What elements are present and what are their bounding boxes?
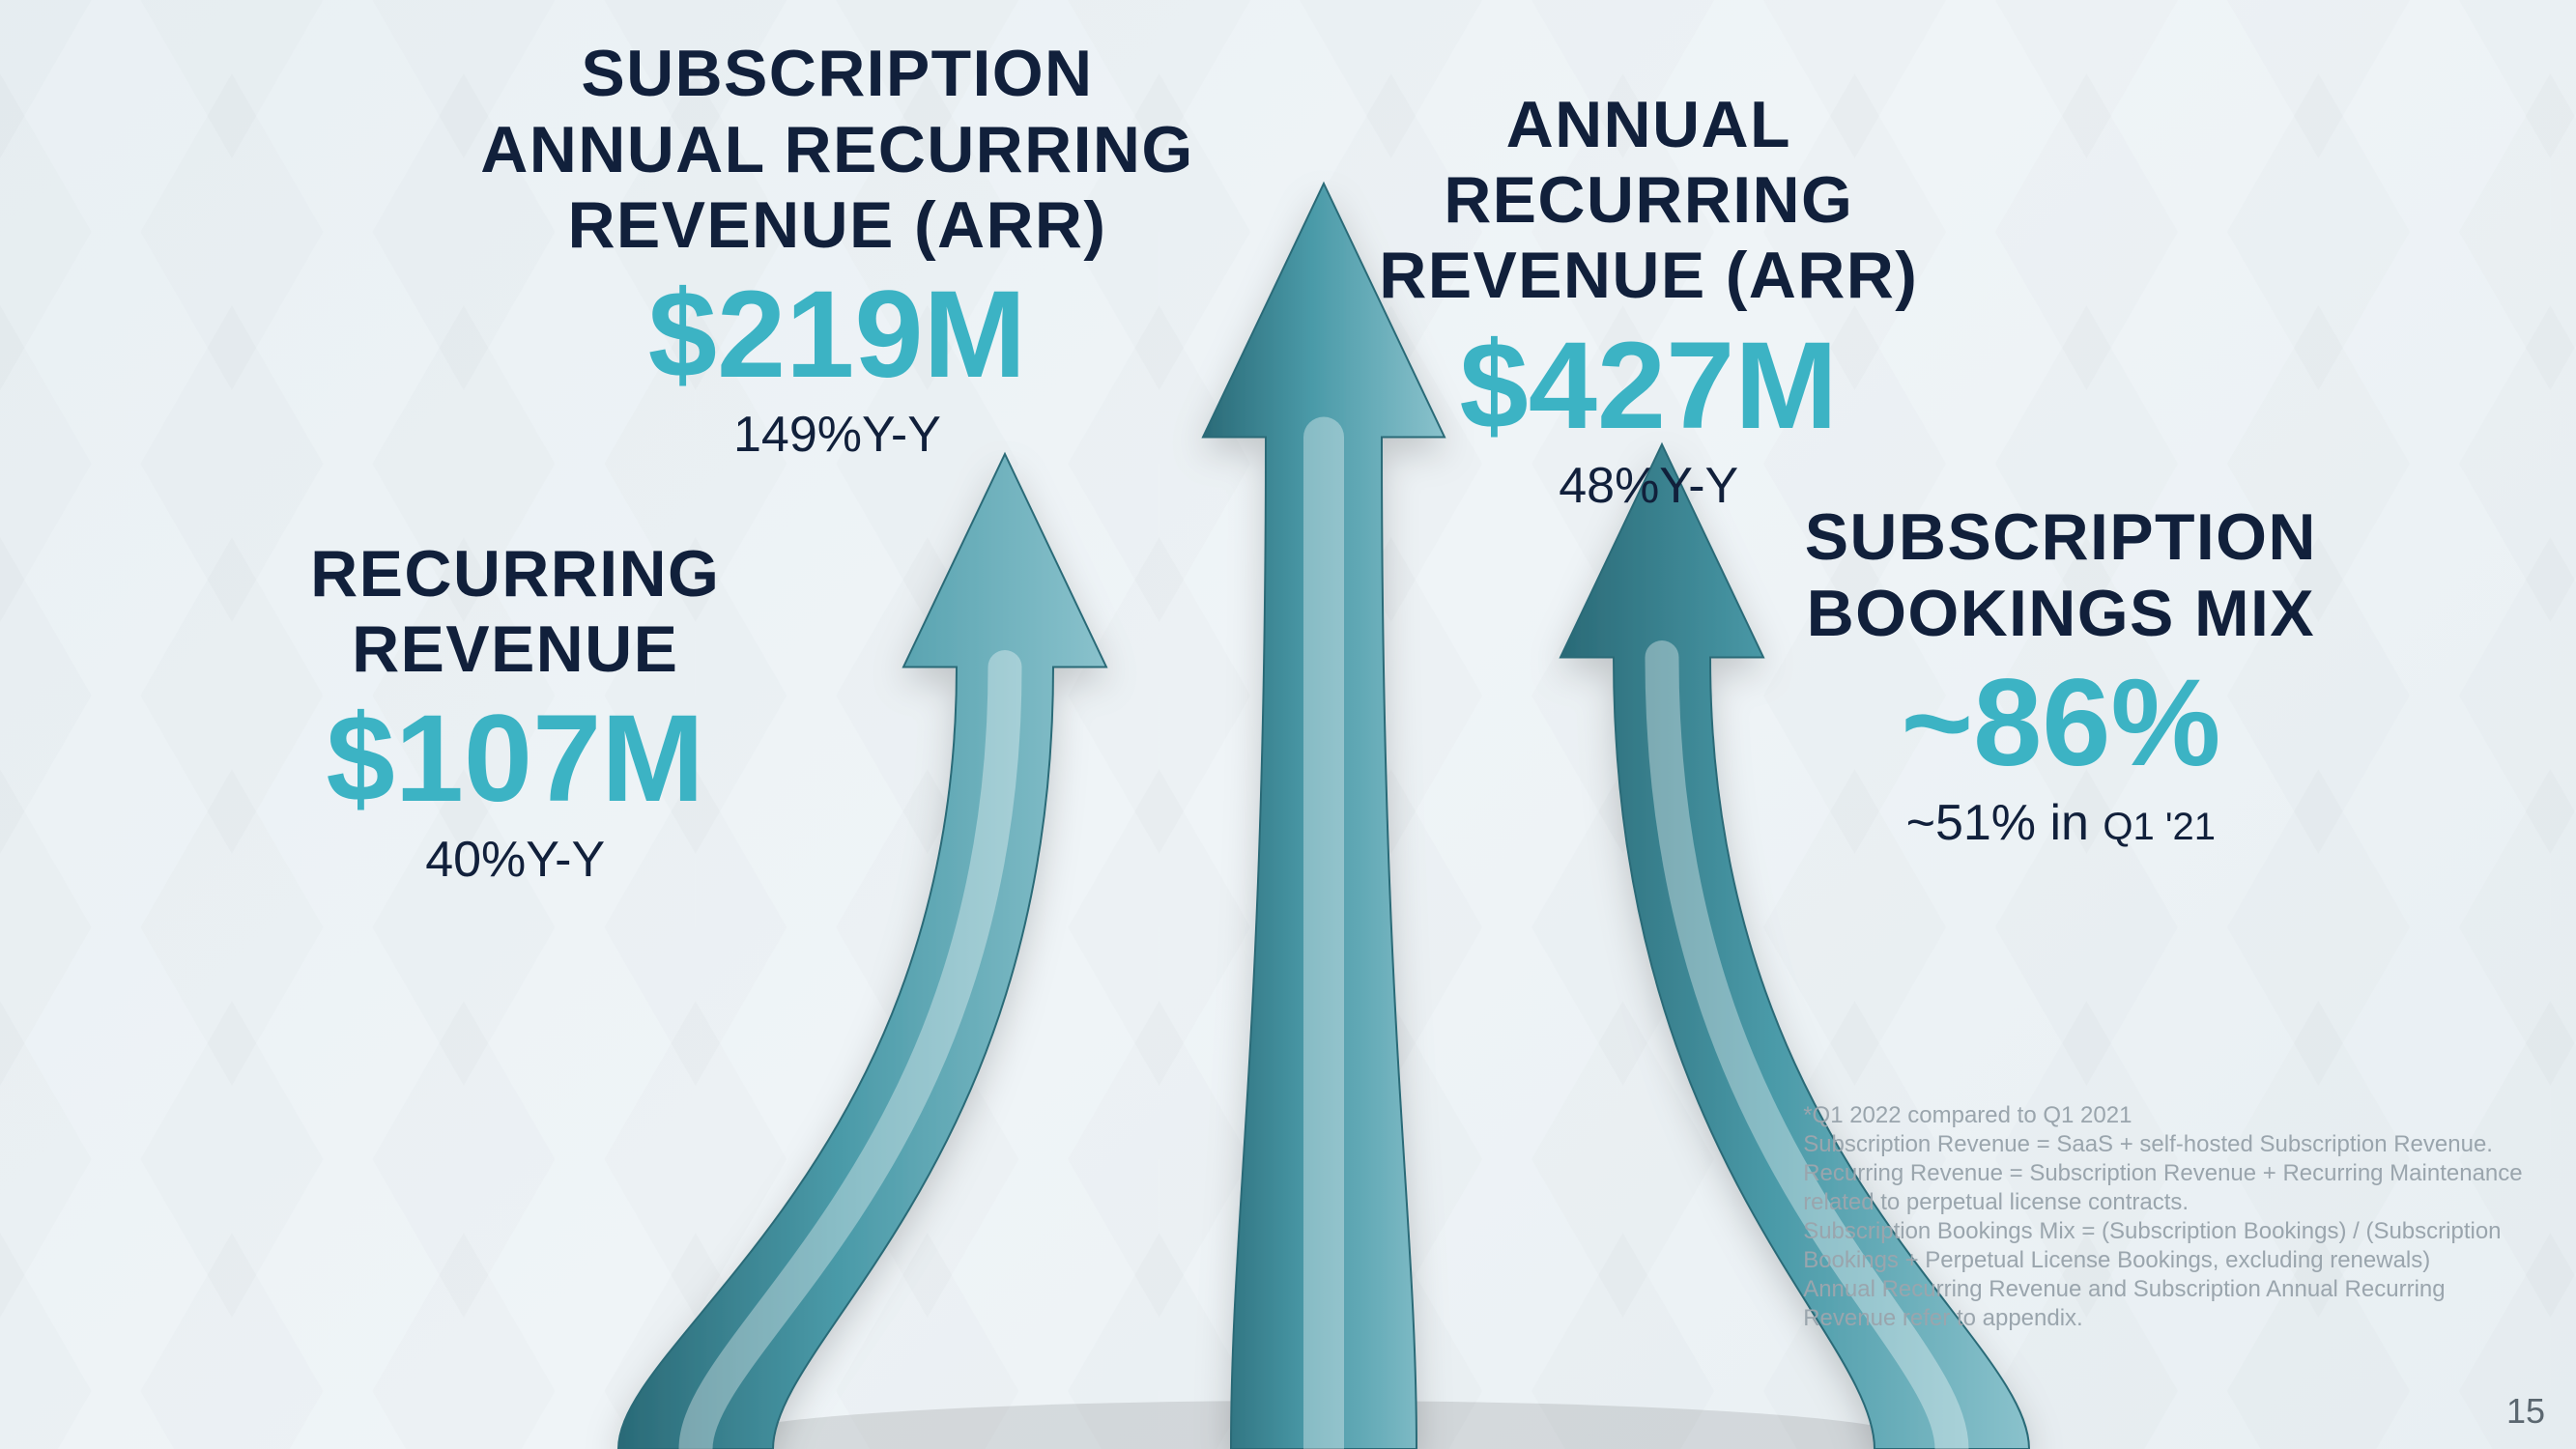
metric-title: ANNUAL RECURRING REVENUE (ARR) [1301,87,1996,314]
metric-annual-arr: ANNUAL RECURRING REVENUE (ARR) $427M 48%… [1301,87,1996,515]
footnote-line: Recurring Revenue = Subscription Revenue… [1803,1159,2524,1188]
metric-sub: ~51% in Q1 '21 [1752,794,2370,852]
metric-recurring-revenue: RECURRING REVENUE $107M 40%Y-Y [219,536,812,889]
footnote-line: Annual Recurring Revenue and Subscriptio… [1803,1275,2524,1304]
footnote-line: Subscription Bookings Mix = (Subscriptio… [1803,1217,2524,1246]
metric-value: $427M [1301,322,1996,451]
footnote-line: Bookings + Perpetual License Bookings, e… [1803,1246,2524,1275]
metric-value: $219M [451,270,1224,400]
metric-title: RECURRING REVENUE [219,536,812,687]
metric-title: SUBSCRIPTION BOOKINGS MIX [1752,499,2370,650]
metric-sub: 40%Y-Y [219,831,812,889]
footnote-line: Subscription Revenue = SaaS + self-hoste… [1803,1130,2524,1159]
metric-value: $107M [219,695,812,824]
footnote: *Q1 2022 compared to Q1 2021Subscription… [1803,1101,2524,1333]
metric-subscription-arr: SUBSCRIPTION ANNUAL RECURRING REVENUE (A… [451,36,1224,464]
metric-subscription-bookings-mix: SUBSCRIPTION BOOKINGS MIX ~86% ~51% in Q… [1752,499,2370,852]
slide: RECURRING REVENUE $107M 40%Y-Y SUBSCRIPT… [0,0,2576,1449]
metric-sub-small: Q1 '21 [2103,806,2216,848]
metric-sub-text: ~51% in [1906,795,2104,851]
metric-sub: 149%Y-Y [451,406,1224,464]
page-number: 15 [2506,1391,2545,1432]
metric-value: ~86% [1752,659,2370,788]
footnote-line: related to perpetual license contracts. [1803,1188,2524,1217]
footnote-line: Revenue refer to appendix. [1803,1304,2524,1333]
metric-title: SUBSCRIPTION ANNUAL RECURRING REVENUE (A… [451,36,1224,263]
footnote-line: *Q1 2022 compared to Q1 2021 [1803,1101,2524,1130]
